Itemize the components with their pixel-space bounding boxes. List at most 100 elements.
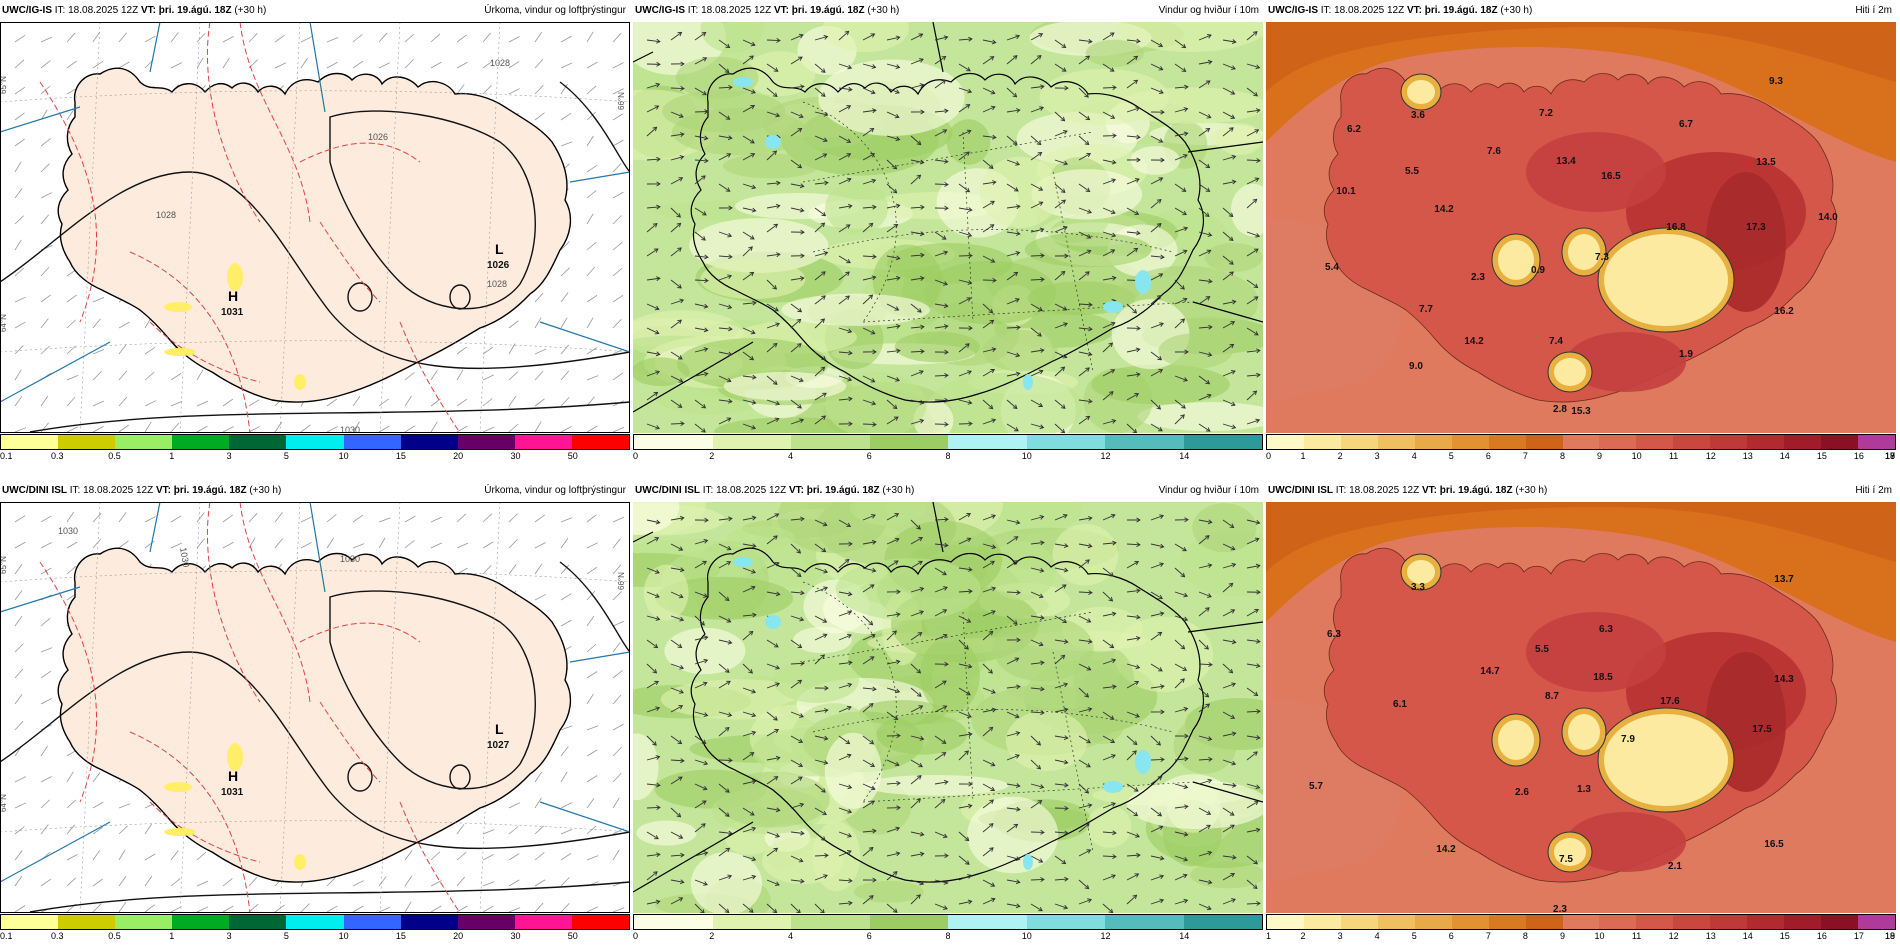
wind-arrow-head	[821, 415, 826, 420]
wind-arrow-head	[1228, 212, 1234, 218]
wind-map[interactable]	[633, 502, 1263, 913]
wind-arrow-head	[1159, 543, 1165, 549]
wind-arrow-head	[823, 568, 829, 574]
wind-arrow	[1222, 423, 1236, 429]
wind-arrow	[766, 831, 780, 837]
wind-arrow-head	[1183, 706, 1189, 712]
wind-barb	[586, 425, 598, 433]
wind-arrow-head	[1228, 236, 1234, 242]
wind-arrow	[1222, 399, 1236, 406]
wind-arrow-head	[751, 826, 757, 832]
wind-arrow-head	[1061, 584, 1067, 589]
wind-arrow	[886, 350, 900, 353]
region-borders	[633, 502, 1263, 893]
wind-arrow-head	[728, 254, 733, 260]
wind-arrow-head	[1086, 249, 1092, 255]
wind-arrow	[694, 87, 707, 96]
wind-arrow-head	[1015, 371, 1021, 377]
wind-arrow	[646, 351, 660, 355]
wind-arrow	[1102, 391, 1114, 401]
wind-barb	[144, 347, 156, 355]
wind-arrow-head	[1182, 873, 1188, 879]
wind-arrow	[1198, 535, 1210, 545]
wind-arrow	[982, 631, 994, 641]
wind-arrow-head	[871, 178, 877, 184]
wind-arrow	[1150, 351, 1162, 361]
wind-arrow-head	[1182, 210, 1187, 216]
isobar	[559, 561, 630, 653]
wind-arrow-head	[824, 685, 829, 691]
wind-arrow-head	[1158, 177, 1164, 182]
wind-arrow	[1198, 735, 1212, 740]
isobar-label: 1030	[58, 526, 78, 536]
red-contour	[299, 622, 421, 643]
wind-arrow-head	[1160, 109, 1165, 115]
wind-arrow-head	[1038, 186, 1044, 191]
wind-arrow	[742, 687, 756, 693]
wind-arrow-head	[1084, 788, 1090, 794]
wind-arrow	[934, 159, 948, 163]
graticule	[802, 581, 1194, 853]
model-name: UWC/DINI ISL	[1268, 485, 1333, 496]
wind-arrow	[1006, 615, 1018, 625]
wind-barb	[196, 880, 209, 887]
wind-map[interactable]	[633, 22, 1263, 433]
wind-arrow	[886, 827, 900, 833]
isobar	[329, 590, 536, 790]
wind-arrow-head	[821, 355, 827, 361]
wind-arrow	[934, 831, 948, 838]
wind-arrow-head	[1180, 678, 1185, 683]
wind-arrow-head	[774, 561, 780, 567]
temperature-label: 10.1	[1336, 186, 1356, 197]
legend-tick-label: 6	[1485, 451, 1491, 461]
wind-arrow-head	[942, 680, 947, 685]
wind-arrow	[790, 34, 804, 41]
wind-arrow-head	[822, 633, 828, 639]
wind-barb	[40, 542, 52, 549]
wind-arrow-head	[800, 590, 805, 596]
wind-arrow	[1174, 899, 1188, 905]
wind-arrow	[814, 831, 826, 841]
legend-swatch	[1747, 915, 1785, 929]
wind-arrow	[1054, 708, 1068, 713]
temperature-label: 6.3	[1599, 624, 1613, 635]
wind-speed-patch	[982, 329, 1058, 372]
wind-arrow-head	[991, 418, 997, 424]
wind-speed-patch	[853, 880, 924, 903]
wind-arrow-head	[1012, 404, 1018, 410]
wind-barb	[144, 875, 153, 887]
wind-arrow-head	[892, 908, 898, 913]
wind-arrow	[742, 302, 756, 305]
wind-speed-patch	[987, 541, 1057, 601]
wind-arrow-head	[848, 396, 853, 402]
wind-arrow-head	[1255, 827, 1261, 833]
wind-arrow-head	[1111, 802, 1116, 807]
wind-arrow	[1102, 342, 1113, 353]
temperature-label: 9.0	[1409, 361, 1423, 372]
wind-speed-patch	[825, 181, 889, 235]
wind-arrow-head	[1205, 163, 1211, 169]
wind-barb	[456, 84, 465, 95]
precip-map[interactable]: L 1026 H 1031 1026 1028 1028 1030 1028 6…	[0, 22, 630, 433]
legend-tick-label: 1	[169, 451, 175, 461]
wind-arrow-head	[967, 280, 973, 285]
wind-arrow	[694, 32, 706, 41]
wind-arrow-head	[847, 328, 853, 334]
legend-swatch	[1599, 915, 1637, 929]
wind-arrow-head	[1015, 161, 1021, 166]
wind-arrow-head	[920, 109, 925, 115]
wind-arrow-head	[846, 753, 852, 759]
temp-map[interactable]: 3.6 7.2 9.3 6.2 6.7 7.6 13.4 16.5 13.5 5.5 10.1 14.…	[1266, 22, 1896, 433]
wind-arrow-head	[1015, 298, 1020, 303]
wind-arrow	[742, 183, 756, 189]
wind-arrow	[670, 615, 684, 621]
wind-barb	[66, 32, 76, 43]
graticule-line	[179, 502, 201, 913]
wind-arrow	[670, 156, 684, 161]
precip-map[interactable]: L 1027 H 1031 1030 1030 1030 65°N 64°N 6…	[0, 502, 630, 913]
wind-arrow	[1030, 349, 1044, 353]
vt-value: þri. 19.ágú. 18Z	[1424, 5, 1498, 16]
temp-map[interactable]: 3.3 13.7 6.3 5.5 6.3 14.7 18.5 6.1 8.7 17.6 14.3 7.…	[1266, 502, 1896, 913]
wind-barb	[560, 35, 572, 43]
wind-barb	[92, 297, 105, 303]
